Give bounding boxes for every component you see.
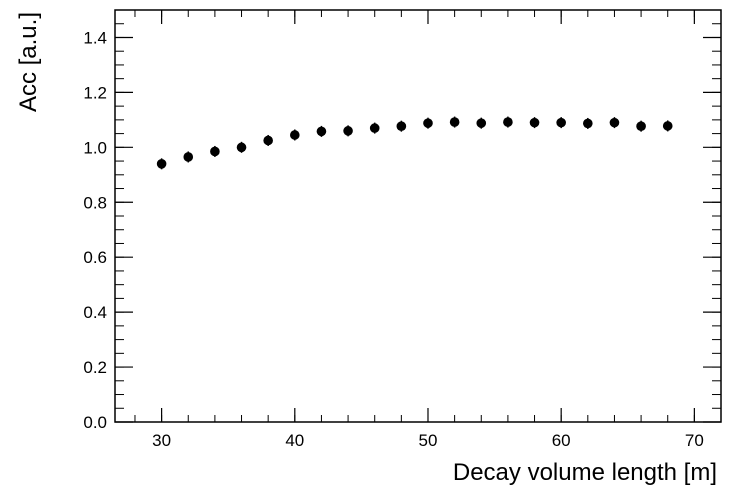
y-tick-label: 1.2 xyxy=(83,83,107,102)
y-tick-label: 0.2 xyxy=(83,358,107,377)
point-marker xyxy=(476,118,487,128)
x-tick-label: 30 xyxy=(152,431,171,450)
point-marker xyxy=(236,142,247,153)
point-marker xyxy=(343,126,353,136)
data-point xyxy=(183,151,194,163)
y-tick-labels: 0.0 0.2 0.4 0.6 0.8 1.0 1.2 1.4 xyxy=(83,28,107,432)
point-marker xyxy=(503,117,513,127)
data-point xyxy=(263,134,273,146)
data-points xyxy=(156,116,673,170)
point-marker xyxy=(396,121,407,131)
point-marker xyxy=(210,146,220,157)
data-point xyxy=(503,116,513,128)
data-point xyxy=(396,120,407,132)
x-tick-label: 60 xyxy=(552,431,571,450)
plot-frame xyxy=(114,9,722,423)
point-marker xyxy=(369,123,380,133)
data-point xyxy=(609,117,620,129)
point-marker xyxy=(583,118,593,129)
data-point xyxy=(156,158,167,170)
y-tick-label: 1.4 xyxy=(83,28,107,47)
point-marker xyxy=(290,130,300,140)
major-ticks xyxy=(115,10,721,423)
data-point xyxy=(476,117,487,129)
point-marker xyxy=(263,135,273,146)
point-marker xyxy=(556,117,566,128)
y-axis-title: Acc [a.u.] xyxy=(15,12,42,112)
data-point xyxy=(449,116,460,128)
data-point xyxy=(423,117,433,129)
data-point xyxy=(662,120,673,132)
data-point xyxy=(290,129,300,141)
data-point xyxy=(369,122,380,134)
x-axis-title: Decay volume length [m] xyxy=(453,459,717,486)
minor-ticks xyxy=(115,9,722,423)
data-point xyxy=(636,120,646,132)
x-tick-label: 50 xyxy=(419,431,438,450)
y-tick-label: 0.6 xyxy=(83,248,107,267)
y-tick-label: 0.8 xyxy=(83,193,107,212)
point-marker xyxy=(423,118,433,128)
data-point xyxy=(529,117,540,129)
data-point xyxy=(556,117,566,129)
y-tick-label: 0.0 xyxy=(83,413,107,432)
data-point xyxy=(236,141,247,153)
y-tick-label: 1.0 xyxy=(83,138,107,157)
point-marker xyxy=(316,126,327,137)
y-tick-label: 0.4 xyxy=(83,303,107,322)
point-marker xyxy=(156,159,167,169)
x-tick-label: 70 xyxy=(685,431,704,450)
point-marker xyxy=(183,152,194,162)
point-marker xyxy=(609,117,620,128)
point-marker xyxy=(636,121,646,131)
point-marker xyxy=(449,117,460,127)
point-marker xyxy=(529,117,540,128)
x-tick-labels: 30 40 50 60 70 xyxy=(152,431,704,450)
data-point xyxy=(210,145,220,157)
data-point xyxy=(316,125,327,137)
data-point xyxy=(343,125,353,137)
data-point xyxy=(583,117,593,129)
x-tick-label: 40 xyxy=(285,431,304,450)
point-marker xyxy=(662,121,673,131)
